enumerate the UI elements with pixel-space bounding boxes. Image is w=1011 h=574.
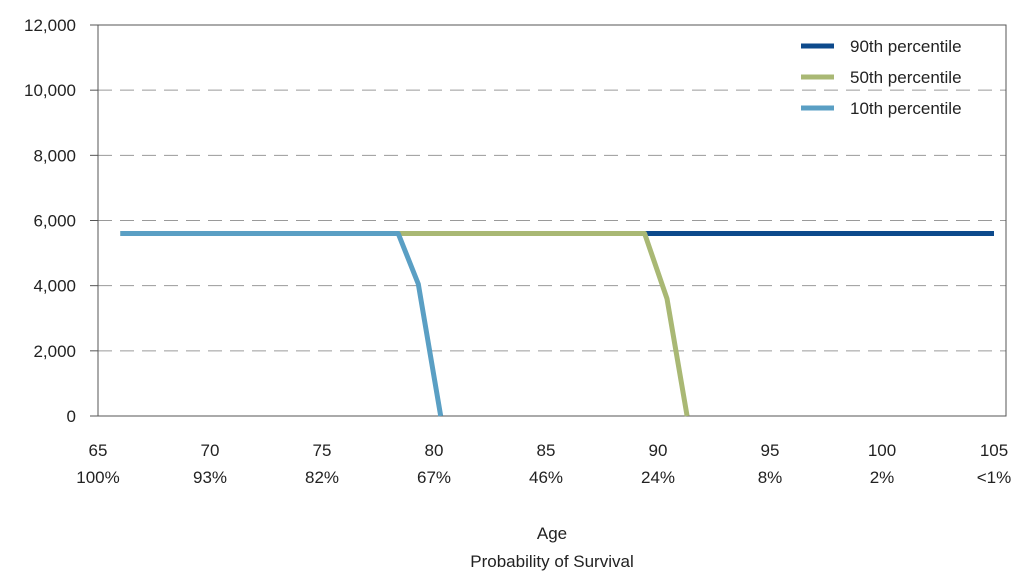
legend-label: 90th percentile (850, 37, 962, 56)
x-tick-label-probability: 82% (305, 468, 339, 487)
x-tick-label-probability: 46% (529, 468, 563, 487)
legend: 90th percentile 50th percentile 10th perce… (801, 37, 962, 118)
x-axis-ticks: 65 100% 70 93% 75 82% 80 67% 85 46% 90 24% 95 8% 100 2%… (76, 441, 1011, 487)
legend-label: 10th percentile (850, 99, 962, 118)
x-tick-label-probability: 67% (417, 468, 451, 487)
x-tick-label-probability: 2% (870, 468, 895, 487)
x-tick-label-probability: <1% (977, 468, 1011, 487)
legend-label: 50th percentile (850, 68, 962, 87)
y-tick-label: 4,000 (33, 277, 76, 296)
y-tick-label: 8,000 (33, 146, 76, 165)
x-tick-label-age: 70 (201, 441, 220, 460)
series-line-3 (120, 231, 444, 417)
y-axis-ticks: 0 2,000 4,000 6,000 8,000 10,000 12,000 (24, 16, 98, 426)
x-tick-label-probability: 100% (76, 468, 119, 487)
x-axis-subtitle: Probability of Survival (470, 552, 633, 571)
x-tick-label-age: 105 (980, 441, 1008, 460)
x-tick-label-age: 100 (868, 441, 896, 460)
y-tick-label: 6,000 (33, 212, 76, 231)
x-tick-label-age: 65 (89, 441, 108, 460)
series-lines (120, 231, 994, 417)
x-tick-label-age: 75 (313, 441, 332, 460)
x-tick-label-age: 95 (761, 441, 780, 460)
y-tick-label: 0 (67, 407, 76, 426)
x-tick-label-probability: 93% (193, 468, 227, 487)
x-tick-label-probability: 24% (641, 468, 675, 487)
y-tick-label: 2,000 (33, 342, 76, 361)
series-line-2 (120, 231, 690, 417)
x-tick-label-age: 85 (537, 441, 556, 460)
x-tick-label-probability: 8% (758, 468, 783, 487)
y-tick-label: 10,000 (24, 81, 76, 100)
x-tick-label-age: 80 (425, 441, 444, 460)
x-tick-label-age: 90 (649, 441, 668, 460)
x-axis-title: Age (537, 524, 567, 543)
y-tick-label: 12,000 (24, 16, 76, 35)
gridlines (98, 89, 1006, 352)
